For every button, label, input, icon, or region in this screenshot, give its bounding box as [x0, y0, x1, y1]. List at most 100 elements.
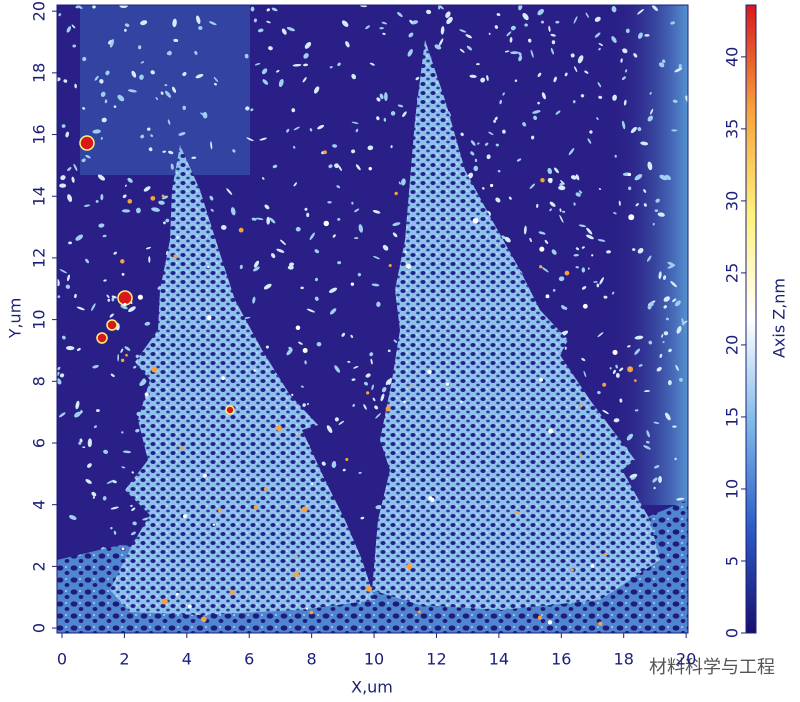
- texture-dot: [106, 479, 115, 484]
- colorbar-label: Axis Z,nm: [770, 278, 789, 358]
- texture-dot: [338, 420, 345, 425]
- texture-dot: [133, 365, 137, 369]
- texture-dot: [220, 225, 227, 230]
- texture-dot: [469, 74, 477, 78]
- x-tick-label: 4: [182, 650, 192, 669]
- texture-dot: [239, 264, 243, 270]
- y-tick-label: 0: [30, 623, 49, 633]
- particle: [539, 246, 545, 252]
- texture-dot: [397, 11, 403, 18]
- texture-dot: [281, 28, 287, 35]
- particle: [549, 178, 553, 182]
- texture-dot: [306, 212, 310, 218]
- texture-dot: [440, 26, 445, 35]
- texture-dot: [410, 20, 419, 25]
- x-tick-label: 10: [364, 650, 384, 669]
- texture-dot: [124, 346, 131, 351]
- texture-dot: [408, 32, 414, 38]
- particle: [323, 220, 329, 227]
- texture-dot: [586, 234, 594, 240]
- texture-dot: [113, 105, 117, 108]
- texture-dot: [286, 348, 293, 356]
- texture-dot: [599, 277, 604, 285]
- texture-dot: [263, 283, 272, 290]
- texture-dot: [649, 301, 654, 307]
- particle: [406, 563, 413, 570]
- texture-dot: [276, 248, 285, 253]
- particle: [295, 325, 301, 330]
- texture-dot: [533, 115, 538, 121]
- particle: [539, 265, 543, 269]
- texture-dot: [300, 385, 304, 388]
- texture-dot: [548, 25, 551, 32]
- texture-dot: [658, 475, 662, 483]
- texture-dot: [143, 186, 151, 192]
- texture-dot: [670, 280, 678, 288]
- texture-dot: [541, 92, 547, 100]
- texture-dot: [573, 202, 576, 206]
- texture-dot: [298, 341, 303, 345]
- texture-dot: [681, 318, 685, 326]
- texture-dot: [99, 78, 104, 84]
- particle: [590, 564, 595, 568]
- texture-dot: [537, 72, 542, 78]
- texture-dot: [559, 214, 564, 223]
- texture-dot: [499, 99, 502, 105]
- colorbar-tick-label: 10: [723, 479, 742, 499]
- texture-dot: [144, 321, 151, 326]
- particle: [350, 282, 355, 286]
- texture-dot: [213, 76, 219, 83]
- texture-dot: [128, 306, 136, 312]
- texture-dot: [597, 390, 601, 395]
- texture-dot: [510, 51, 519, 55]
- texture-dot: [494, 116, 498, 121]
- texture-dot: [110, 526, 113, 530]
- texture-dot: [603, 295, 608, 299]
- texture-dot: [135, 428, 140, 433]
- texture-dot: [257, 28, 264, 33]
- texture-dot: [59, 269, 68, 274]
- texture-dot: [668, 348, 672, 353]
- texture-dot: [337, 261, 342, 265]
- texture-dot: [522, 122, 527, 127]
- texture-dot: [85, 479, 92, 484]
- texture-dot: [409, 19, 413, 24]
- texture-dot: [194, 50, 198, 55]
- texture-dot: [560, 179, 565, 185]
- texture-dot: [85, 258, 90, 264]
- texture-dot: [122, 194, 127, 199]
- texture-dot: [132, 521, 137, 526]
- texture-dot: [314, 277, 319, 282]
- texture-dot: [100, 137, 103, 140]
- texture-dot: [62, 335, 66, 340]
- texture-dot: [634, 335, 644, 340]
- particle: [161, 194, 165, 198]
- texture-dot: [581, 267, 586, 273]
- texture-dot: [268, 46, 273, 51]
- texture-dot: [531, 135, 535, 140]
- texture-dot: [119, 5, 128, 9]
- particle: [121, 547, 125, 551]
- particle: [388, 263, 392, 268]
- texture-dot: [650, 108, 654, 115]
- particle: [125, 353, 128, 357]
- texture-dot: [105, 70, 110, 76]
- texture-dot: [619, 398, 623, 403]
- texture-dot: [632, 248, 636, 251]
- y-tick-label: 20: [30, 1, 49, 21]
- texture-dot: [92, 5, 96, 9]
- particle: [582, 303, 588, 309]
- texture-dot: [558, 276, 565, 282]
- texture-dot: [630, 476, 636, 480]
- texture-dot: [230, 207, 236, 216]
- texture-dot: [643, 189, 647, 193]
- texture-dot: [367, 145, 374, 151]
- texture-dot: [138, 45, 142, 50]
- texture-dot: [364, 381, 368, 386]
- texture-dot: [664, 412, 671, 421]
- texture-dot: [331, 461, 337, 469]
- x-tick-label: 16: [551, 650, 571, 669]
- texture-dot: [527, 38, 532, 43]
- texture-dot: [103, 449, 109, 454]
- texture-dot: [652, 477, 658, 483]
